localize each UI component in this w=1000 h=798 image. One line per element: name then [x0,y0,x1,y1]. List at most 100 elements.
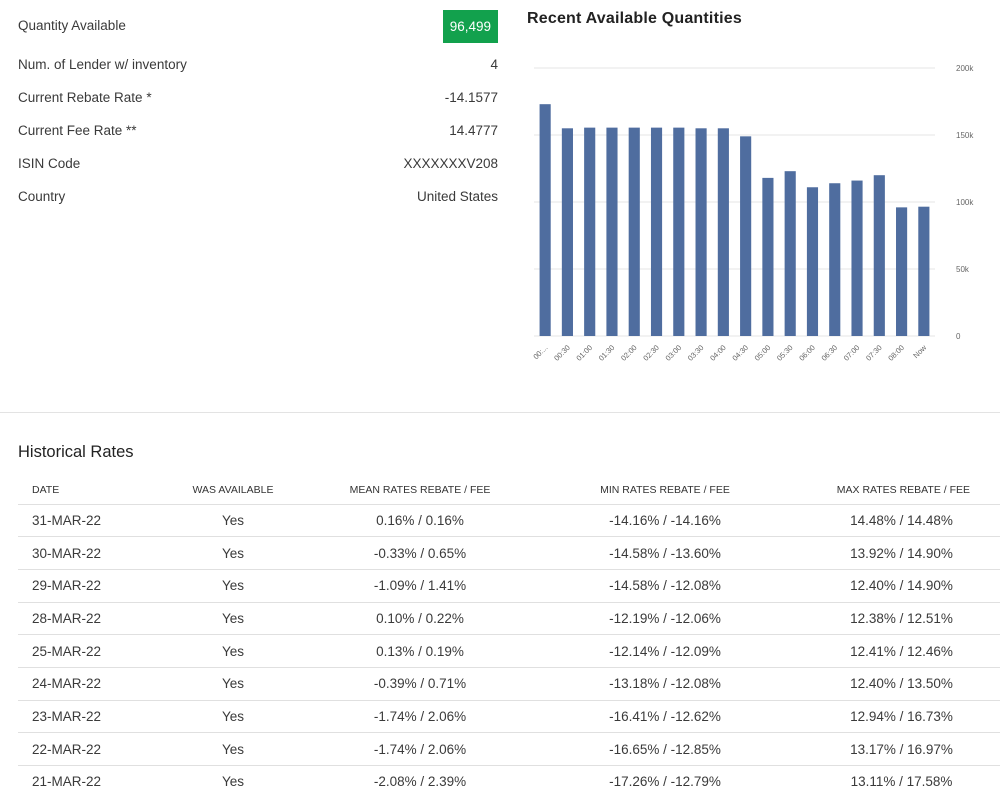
bar[interactable] [695,128,707,336]
x-tick-label: 03:30 [686,343,706,363]
column-header-date[interactable]: DATE [18,477,153,505]
table-body: 31-MAR-22 Yes 0.16% / 0.16% -14.16% / -14.1… [18,504,1000,798]
y-tick-label: 50k [956,265,970,274]
cell-date: 31-MAR-22 [18,504,153,538]
table-row: 25-MAR-22 Yes 0.13% / 0.19% -12.14% / -12.0… [18,634,1000,668]
table-row: 23-MAR-22 Yes -1.74% / 2.06% -16.41% / -12.… [18,700,1000,734]
stat-value: 14.4777 [449,123,498,138]
quantity-available-badge: 96,499 [442,10,498,43]
x-tick-label: 03:00 [664,343,684,363]
cell-was-available: Yes [153,602,313,636]
cell-was-available: Yes [153,569,313,603]
bar[interactable] [896,207,908,336]
column-header-max-rates[interactable]: MAX RATES REBATE / FEE [803,477,1000,505]
bar[interactable] [628,127,640,336]
bar[interactable] [539,104,551,337]
x-tick-label: 07:30 [864,343,884,363]
cell-was-available: Yes [153,732,313,766]
bar[interactable] [606,127,618,336]
cell-mean-rates: -1.09% / 1.41% [313,569,527,603]
stat-value: XXXXXXXV208 [403,156,498,171]
x-tick-label: 06:00 [797,343,817,363]
bar[interactable] [851,180,863,336]
cell-max-rates: 13.11% / 17.58% [803,765,1000,798]
bar[interactable] [784,171,796,336]
bar[interactable] [829,183,841,336]
cell-was-available: Yes [153,765,313,798]
cell-mean-rates: 0.10% / 0.22% [313,602,527,636]
cell-was-available: Yes [153,667,313,701]
column-header-was-available[interactable]: WAS AVAILABLE [153,477,313,505]
bar[interactable] [650,127,663,336]
x-tick-label: 08:00 [886,343,906,363]
cell-date: 23-MAR-22 [18,700,153,734]
y-tick-label: 100k [956,198,974,207]
historical-rates-table: DATE WAS AVAILABLE MEAN RATES REBATE / F… [18,477,1000,798]
cell-max-rates: 14.48% / 14.48% [803,504,1000,538]
bar[interactable] [762,177,774,336]
table-row: 24-MAR-22 Yes -0.39% / 0.71% -13.18% / -12.… [18,667,1000,701]
bar[interactable] [918,206,930,336]
cell-mean-rates: -0.33% / 0.65% [313,536,527,570]
section-divider [0,412,1000,413]
cell-max-rates: 13.17% / 16.97% [803,732,1000,766]
y-tick-label: 0 [956,332,961,341]
stat-value: -14.1577 [444,90,498,105]
cell-min-rates: -14.16% / -14.16% [527,504,803,538]
stat-label: Country [18,189,66,204]
stat-quantity-available: Quantity Available 96,499 [18,8,498,48]
table-header-row: DATE WAS AVAILABLE MEAN RATES REBATE / F… [18,477,1000,505]
stat-row-lenders: Num. of Lender w/ inventory 4 [18,48,498,81]
stat-label: Current Rebate Rate * [18,90,152,105]
cell-min-rates: -16.41% / -12.62% [527,700,803,734]
column-header-mean-rates[interactable]: MEAN RATES REBATE / FEE [313,477,527,505]
cell-date: 28-MAR-22 [18,602,153,636]
x-tick-label: 04:00 [708,343,728,363]
cell-date: 22-MAR-22 [18,732,153,766]
cell-date: 29-MAR-22 [18,569,153,603]
x-tick-label: 05:00 [753,343,773,363]
cell-mean-rates: -2.08% / 2.39% [313,765,527,798]
x-tick-label: 04:30 [730,343,750,363]
bar[interactable] [717,128,729,336]
chart-title: Recent Available Quantities [527,10,742,27]
cell-max-rates: 12.41% / 12.46% [803,634,1000,668]
cell-mean-rates: 0.13% / 0.19% [313,634,527,668]
cell-min-rates: -16.65% / -12.85% [527,732,803,766]
x-tick-label: 07:00 [842,343,862,363]
stat-value: United States [416,189,498,204]
bar[interactable] [561,128,573,336]
cell-max-rates: 12.38% / 12.51% [803,602,1000,636]
cell-min-rates: -14.58% / -13.60% [527,536,803,570]
stat-value: 4 [490,57,498,72]
cell-min-rates: -17.26% / -12.79% [527,765,803,798]
bar[interactable] [873,175,885,336]
cell-min-rates: -12.19% / -12.06% [527,602,803,636]
bar[interactable] [584,127,596,336]
table-row: 31-MAR-22 Yes 0.16% / 0.16% -14.16% / -14.1… [18,504,1000,538]
cell-min-rates: -12.14% / -12.09% [527,634,803,668]
bar[interactable] [673,127,685,336]
cell-date: 21-MAR-22 [18,765,153,798]
stat-label: Num. of Lender w/ inventory [18,57,187,72]
cell-min-rates: -13.18% / -12.08% [527,667,803,701]
stat-label: Current Fee Rate ** [18,123,137,138]
cell-mean-rates: -1.74% / 2.06% [313,700,527,734]
x-tick-label: 02:00 [619,343,639,363]
bar[interactable] [740,136,752,336]
stats-panel: Quantity Available 96,499 Num. of Lender… [18,8,498,213]
column-header-min-rates[interactable]: MIN RATES REBATE / FEE [527,477,803,505]
cell-date: 24-MAR-22 [18,667,153,701]
x-tick-label: 02:30 [641,343,661,363]
x-tick-label: 06:30 [820,343,840,363]
stat-row-fee-rate: Current Fee Rate ** 14.4777 [18,114,498,147]
cell-date: 25-MAR-22 [18,634,153,668]
bar[interactable] [806,187,819,336]
y-tick-label: 200k [956,64,974,73]
stat-label: ISIN Code [18,156,81,171]
y-tick-label: 150k [956,131,974,140]
cell-was-available: Yes [153,700,313,734]
cell-mean-rates: 0.16% / 0.16% [313,504,527,538]
cell-was-available: Yes [153,634,313,668]
